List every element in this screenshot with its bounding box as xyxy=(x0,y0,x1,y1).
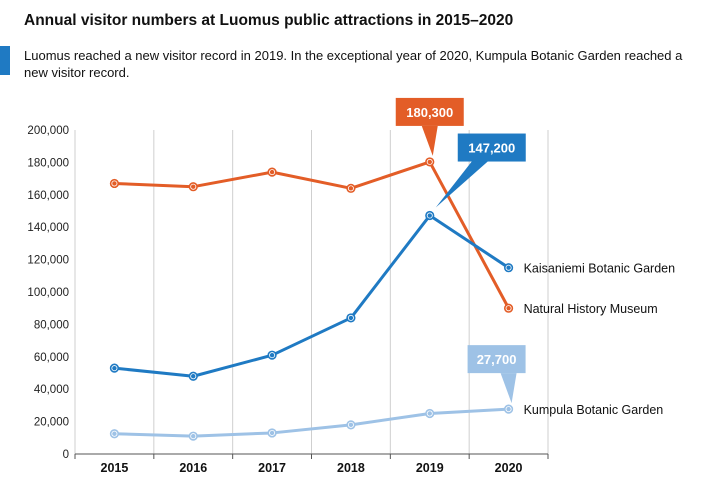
x-tick-label: 2019 xyxy=(416,461,444,475)
callout-label: 27,700 xyxy=(477,352,517,367)
x-tick-label: 2016 xyxy=(179,461,207,475)
series-label: Kumpula Botanic Garden xyxy=(524,403,664,417)
data-point-fill xyxy=(269,169,275,175)
data-point-fill xyxy=(506,265,511,270)
chart-subtitle: Luomus reached a new visitor record in 2… xyxy=(24,48,683,80)
data-point-fill xyxy=(269,430,275,436)
x-tick-label: 2017 xyxy=(258,461,286,475)
data-point-fill xyxy=(112,365,117,371)
series-line xyxy=(112,407,511,438)
data-point-fill xyxy=(506,306,511,311)
x-tick-label: 2020 xyxy=(495,461,523,475)
data-point-fill xyxy=(348,422,354,428)
callout-pointer xyxy=(435,161,488,208)
y-tick-label: 140,000 xyxy=(27,222,69,234)
data-point-fill xyxy=(506,406,511,412)
y-tick-label: 200,000 xyxy=(27,125,69,137)
y-tick-label: 60,000 xyxy=(34,352,69,364)
callout-box xyxy=(467,345,526,374)
callout-pointer xyxy=(500,373,517,404)
callout-box xyxy=(457,133,526,162)
series-line xyxy=(112,214,511,378)
y-tick-label: 20,000 xyxy=(34,417,69,429)
data-point-fill xyxy=(427,159,432,165)
callout-label: 180,300 xyxy=(406,105,453,120)
data-point-fill xyxy=(191,374,196,379)
y-tick-label: 180,000 xyxy=(27,157,69,169)
series-label: Kaisaniemi Botanic Garden xyxy=(524,262,676,276)
data-point-fill xyxy=(269,352,275,358)
y-tick-label: 0 xyxy=(63,449,69,461)
callout-label: 147,200 xyxy=(468,141,515,156)
series-line xyxy=(112,160,511,310)
x-tick-label: 2018 xyxy=(337,461,365,475)
y-tick-label: 80,000 xyxy=(34,319,69,331)
chart-title: Annual visitor numbers at Luomus public … xyxy=(24,12,514,29)
y-tick-label: 100,000 xyxy=(27,287,69,299)
accent-bar xyxy=(0,46,10,75)
data-point-fill xyxy=(427,213,432,218)
y-tick-label: 160,000 xyxy=(27,190,69,202)
x-tick-label: 2015 xyxy=(101,461,129,475)
data-point-fill xyxy=(348,186,354,191)
data-point-fill xyxy=(112,431,117,436)
y-tick-label: 40,000 xyxy=(34,384,69,396)
data-point-fill xyxy=(348,315,354,321)
data-point-fill xyxy=(191,433,196,439)
data-point-fill xyxy=(427,411,432,416)
data-point-fill xyxy=(112,181,117,186)
series-label: Natural History Museum xyxy=(524,302,658,316)
data-point-fill xyxy=(191,184,196,189)
y-tick-label: 120,000 xyxy=(27,255,69,267)
callout-pointer xyxy=(421,125,438,156)
callout-box xyxy=(395,97,464,126)
